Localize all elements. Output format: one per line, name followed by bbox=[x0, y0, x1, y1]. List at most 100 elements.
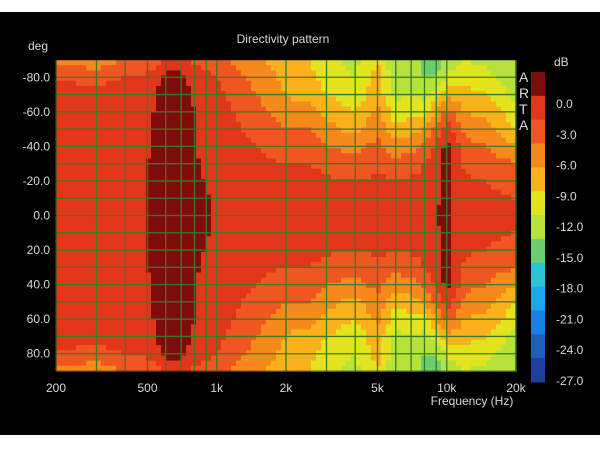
heat-cell bbox=[311, 148, 317, 154]
heat-cell bbox=[361, 313, 367, 320]
heat-cell bbox=[91, 339, 97, 346]
heat-cell bbox=[396, 225, 402, 232]
heat-cell bbox=[306, 184, 312, 191]
heat-cell bbox=[491, 148, 497, 154]
heat-cell bbox=[226, 127, 232, 134]
heat-cell bbox=[371, 65, 377, 71]
heat-cell bbox=[246, 153, 252, 160]
heat-cell bbox=[96, 319, 102, 325]
heat-cell bbox=[416, 168, 422, 175]
heat-cell bbox=[456, 122, 462, 128]
heat-cell bbox=[411, 80, 417, 87]
heat-cell bbox=[171, 308, 177, 315]
heat-cell bbox=[446, 158, 452, 165]
heat-cell bbox=[141, 174, 147, 180]
heat-cell bbox=[196, 236, 202, 243]
heat-cell bbox=[456, 215, 462, 222]
heat-cell bbox=[341, 256, 347, 263]
heat-cell bbox=[446, 174, 452, 180]
heat-cell bbox=[151, 319, 157, 325]
heat-cell bbox=[286, 313, 292, 320]
heat-cell bbox=[96, 205, 102, 211]
heat-cell bbox=[186, 137, 192, 144]
heat-cell bbox=[396, 329, 402, 336]
heat-cell bbox=[441, 231, 447, 237]
heat-cell bbox=[186, 267, 192, 274]
heat-cell bbox=[391, 303, 397, 310]
heat-cell bbox=[126, 231, 132, 237]
heat-cell bbox=[276, 122, 282, 128]
heat-cell bbox=[261, 262, 267, 268]
heat-cell bbox=[226, 111, 232, 118]
heat-cell bbox=[461, 236, 467, 243]
heat-cell bbox=[311, 85, 317, 92]
heat-cell bbox=[256, 282, 262, 289]
heat-cell bbox=[416, 225, 422, 232]
heat-cell bbox=[181, 168, 187, 175]
heat-cell bbox=[86, 174, 92, 180]
heat-cell bbox=[416, 262, 422, 268]
heat-cell bbox=[266, 277, 272, 284]
heat-cell bbox=[241, 70, 247, 77]
heat-cell bbox=[371, 184, 377, 191]
heat-cell bbox=[71, 85, 77, 92]
heat-cell bbox=[271, 65, 277, 71]
heat-cell bbox=[236, 215, 242, 222]
heat-cell bbox=[146, 137, 152, 144]
heat-cell bbox=[326, 163, 332, 170]
heat-cell bbox=[251, 256, 257, 263]
heat-cell bbox=[486, 225, 492, 232]
heat-cell bbox=[356, 163, 362, 170]
heat-cell bbox=[496, 117, 502, 123]
heat-cell bbox=[96, 231, 102, 237]
heat-cell bbox=[206, 288, 212, 294]
heat-cell bbox=[466, 60, 472, 66]
heat-cell bbox=[356, 303, 362, 310]
heat-cell bbox=[381, 199, 387, 206]
heat-cell bbox=[511, 184, 517, 191]
heat-cell bbox=[391, 96, 397, 103]
heat-cell bbox=[361, 251, 367, 258]
heat-cell bbox=[321, 101, 327, 108]
heat-cell bbox=[316, 241, 322, 248]
heat-cell bbox=[451, 122, 457, 128]
heat-cell bbox=[326, 75, 332, 82]
heat-cell bbox=[146, 199, 152, 206]
heat-cell bbox=[136, 251, 142, 258]
heat-cell bbox=[301, 319, 307, 325]
heat-cell bbox=[426, 179, 432, 185]
heat-cell bbox=[146, 184, 152, 191]
heat-cell bbox=[136, 179, 142, 185]
heat-cell bbox=[371, 85, 377, 92]
heat-cell bbox=[61, 199, 67, 206]
heat-cell bbox=[76, 199, 82, 206]
heat-cell bbox=[426, 101, 432, 108]
heat-cell bbox=[296, 174, 302, 180]
heat-cell bbox=[471, 293, 477, 300]
heat-cell bbox=[211, 65, 217, 71]
heat-cell bbox=[486, 60, 492, 66]
heat-cell bbox=[261, 153, 267, 160]
heat-cell bbox=[296, 117, 302, 123]
heat-cell bbox=[511, 282, 517, 289]
heat-cell bbox=[236, 65, 242, 71]
heat-cell bbox=[111, 168, 117, 175]
heat-cell bbox=[131, 303, 137, 310]
heat-cell bbox=[221, 65, 227, 71]
heat-cell bbox=[241, 262, 247, 268]
heat-cell bbox=[126, 189, 132, 196]
heat-cell bbox=[186, 127, 192, 134]
heat-cell bbox=[216, 277, 222, 284]
heat-cell bbox=[441, 308, 447, 315]
heat-cell bbox=[71, 60, 77, 66]
heat-cell bbox=[426, 251, 432, 258]
heat-cell bbox=[471, 277, 477, 284]
heat-cell bbox=[196, 174, 202, 180]
heat-cell bbox=[491, 236, 497, 243]
heat-cell bbox=[191, 122, 197, 128]
heat-cell bbox=[241, 282, 247, 289]
heat-cell bbox=[461, 251, 467, 258]
heat-cell bbox=[446, 184, 452, 191]
heat-cell bbox=[366, 189, 372, 196]
heat-cell bbox=[476, 282, 482, 289]
